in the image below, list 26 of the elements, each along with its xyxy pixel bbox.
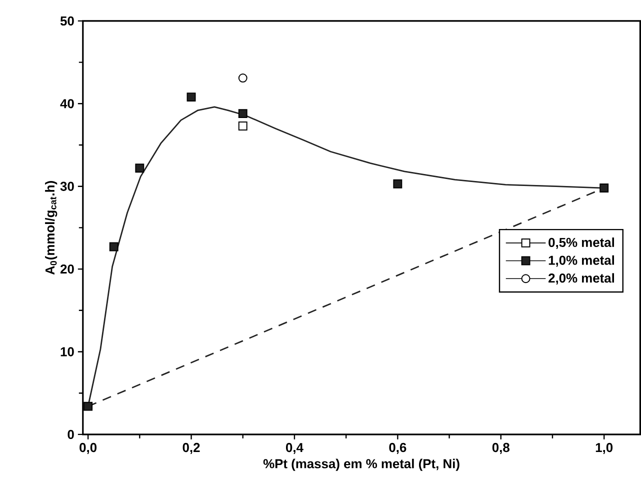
x-tick-label: 0,4 <box>286 442 304 454</box>
point <box>238 108 248 118</box>
point <box>238 121 248 130</box>
point <box>84 402 93 411</box>
y-tick-label: 30 <box>60 182 74 191</box>
legend-label: 0,5% metal <box>548 237 614 249</box>
point <box>109 242 118 252</box>
y-tick-label: 20 <box>60 264 74 274</box>
y-tick-label: 50 <box>60 16 74 26</box>
y-tick-label: 10 <box>60 346 74 356</box>
y-tick-label: 40 <box>60 98 74 108</box>
y-axis-title: A$_{0}$(mmol/g$_{cat}$.h) <box>45 180 58 274</box>
x-tick-label: 0,8 <box>492 442 510 454</box>
x-axis-title: %Pt (massa) em % metal (Pt, Ni) <box>263 458 460 471</box>
x-tick-label: 0,6 <box>389 442 406 454</box>
point <box>600 183 609 192</box>
point <box>393 179 402 188</box>
y-tick-label: 0 <box>68 430 74 439</box>
x-tick-label: 1,0 <box>596 442 613 454</box>
legend-label: 2,0% metal <box>548 273 614 284</box>
x-tick-label: 0,0 <box>80 442 97 454</box>
point <box>135 164 144 172</box>
point <box>186 92 196 102</box>
legend-label: 1,0% metal <box>548 255 614 267</box>
x-tick-label: 0,2 <box>182 442 200 454</box>
point <box>238 73 248 82</box>
